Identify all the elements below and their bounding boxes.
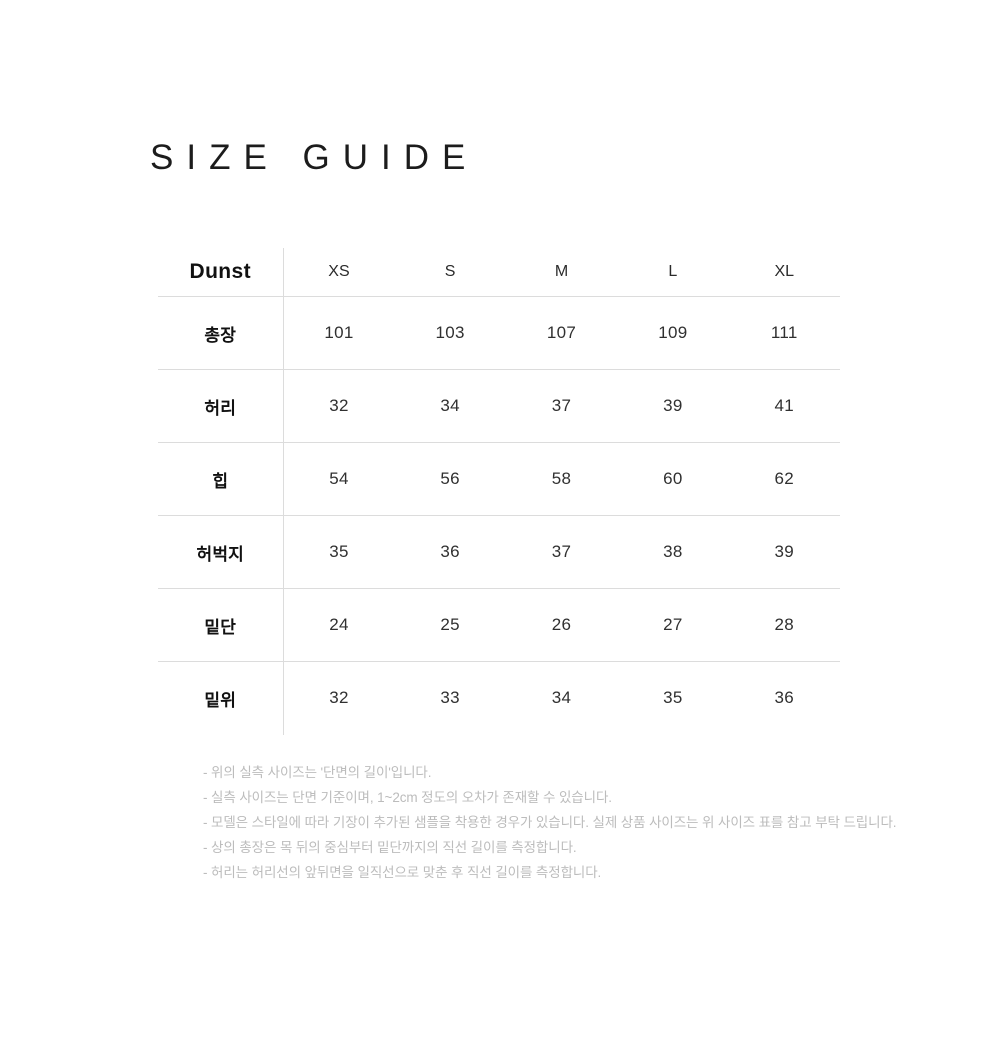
measurement-value: 34 [394,369,506,443]
measurement-label: 허리 [158,369,283,443]
measurement-label: 힙 [158,442,283,516]
brand-label: Dunst [189,260,251,283]
size-chart-body: 총장 101 103 107 109 111 허리 32 34 37 39 41… [158,296,840,735]
measurement-value: 39 [728,515,840,589]
note-item: - 상의 총장은 목 뒤의 중심부터 밑단까지의 직선 길이를 측정합니다. [203,840,577,855]
measurement-value: 32 [282,369,395,443]
measurement-label: 허벅지 [158,515,283,589]
note-item: - 허리는 허리선의 앞뒤면을 일직선으로 맞춘 후 직선 길이를 측정합니다. [203,865,602,880]
measurement-value: 33 [394,661,506,735]
size-column-header-xl: XL [774,263,795,280]
measurement-value: 37 [505,515,618,589]
measurement-label: 밑위 [158,661,283,735]
measurement-value: 34 [505,661,618,735]
measurement-value: 41 [728,369,840,443]
size-column-header-s: S [444,263,456,280]
measurement-value: 28 [728,588,840,662]
measurement-value: 24 [282,588,395,662]
page-title: SIZE GUIDE [150,138,479,177]
size-column-header-xs: XS [282,248,395,297]
header-row: Dunst XS S M L XL [158,248,840,297]
measurement-value: 58 [505,442,618,516]
measurement-value: 36 [394,515,506,589]
measurement-value: 109 [617,296,729,370]
size-chart-header: Dunst XS S M L XL [158,248,840,297]
measurement-value: 32 [282,661,395,735]
table-row: 허벅지 35 36 37 38 39 [158,515,840,589]
note-item: - 실측 사이즈는 단면 기준이며, 1~2cm 정도의 오차가 존재할 수 있… [203,790,612,805]
size-chart-table: Dunst XS S M L XL 총장 101 103 107 109 111… [158,248,840,735]
measurement-label: 밑단 [158,588,283,662]
note-item: - 모델은 스타일에 따라 기장이 추가된 샘플을 착용한 경우가 있습니다. … [203,815,897,830]
measurement-value: 36 [728,661,840,735]
measurement-value: 101 [282,296,395,370]
measurement-value: 54 [282,442,395,516]
table-row: 밑위 32 33 34 35 36 [158,661,840,735]
measurement-value: 37 [505,369,618,443]
size-column-header-l: L [668,263,678,280]
note-item: - 위의 실측 사이즈는 '단면의 길이'입니다. [203,765,432,780]
measurement-label: 총장 [158,296,283,370]
measurement-value: 27 [617,588,729,662]
measurement-value: 38 [617,515,729,589]
measurement-value: 25 [394,588,506,662]
measurement-value: 62 [728,442,840,516]
measurement-value: 107 [505,296,618,370]
table-row: 총장 101 103 107 109 111 [158,296,840,370]
table-row: 밑단 24 25 26 27 28 [158,588,840,662]
measurement-value: 35 [282,515,395,589]
measurement-value: 111 [728,296,840,370]
size-column-header-m: M [554,263,569,280]
table-row: 힙 54 56 58 60 62 [158,442,840,516]
measurement-value: 103 [394,296,506,370]
measurement-value: 60 [617,442,729,516]
measurement-value: 26 [505,588,618,662]
size-guide-notes: - 위의 실측 사이즈는 '단면의 길이'입니다. - 실측 사이즈는 단면 기… [203,760,903,885]
measurement-value: 56 [394,442,506,516]
table-row: 허리 32 34 37 39 41 [158,369,840,443]
measurement-value: 35 [617,661,729,735]
measurement-value: 39 [617,369,729,443]
